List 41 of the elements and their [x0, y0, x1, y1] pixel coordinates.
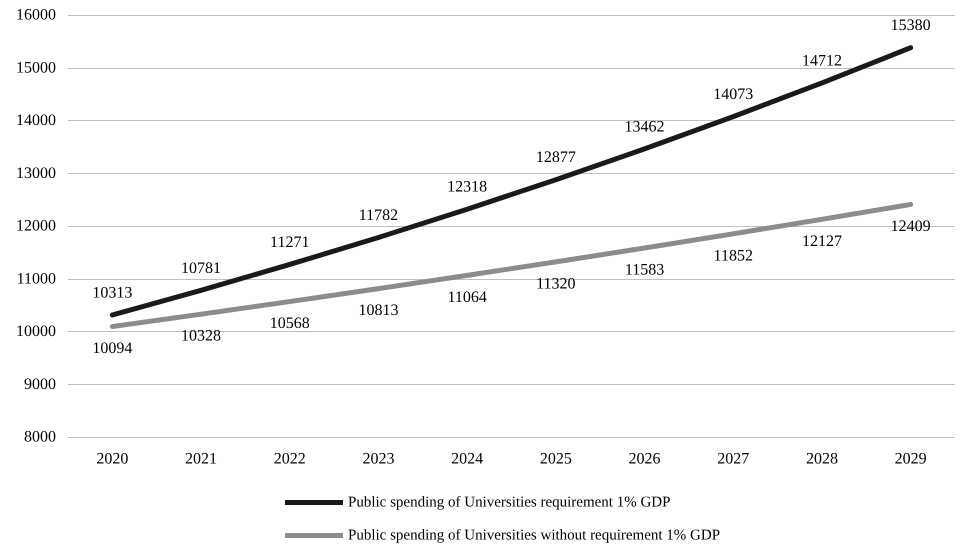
- data-label: 12877: [536, 149, 576, 166]
- x-tick-label: 2025: [540, 450, 572, 468]
- data-label: 12318: [447, 178, 488, 196]
- y-tick-label: 16000: [16, 6, 56, 24]
- data-label: 10568: [270, 315, 310, 332]
- data-label: 10781: [181, 260, 222, 277]
- legend-label: Public spending of Universities requirement 1% GDP: [348, 494, 670, 510]
- x-tick-label: 2026: [628, 450, 661, 468]
- data-label: 12127: [802, 232, 842, 250]
- data-label: 11064: [447, 288, 487, 306]
- x-tick-label: 2024: [451, 450, 484, 468]
- x-tick-label: 2020: [96, 450, 128, 468]
- data-label: 14073: [713, 86, 754, 104]
- x-tick-label: 2022: [274, 450, 306, 468]
- data-label: 13462: [624, 118, 665, 136]
- legend-label: Public spending of Universities without requirement 1% GDP: [348, 528, 720, 544]
- x-tick-label: 2021: [185, 450, 218, 468]
- data-label: 15380: [890, 17, 931, 34]
- y-tick-label: 14000: [16, 112, 56, 129]
- data-label: 11782: [358, 207, 398, 224]
- x-tick-label: 2023: [362, 450, 394, 468]
- y-tick-label: 15000: [16, 59, 56, 76]
- data-label: 10328: [181, 328, 222, 345]
- y-tick-label: 12000: [16, 218, 56, 234]
- x-tick-label: 2028: [806, 450, 838, 468]
- data-label: 12409: [890, 218, 931, 235]
- data-label: 11852: [714, 247, 753, 264]
- y-tick-label: 8000: [24, 428, 56, 446]
- data-label: 11320: [536, 275, 576, 292]
- y-tick-label: 9000: [24, 376, 56, 393]
- data-label: 10313: [92, 284, 132, 302]
- x-tick-label: 2029: [894, 450, 927, 468]
- y-tick-label: 10000: [16, 323, 56, 340]
- data-label: 14712: [802, 52, 842, 70]
- data-label: 11583: [624, 261, 664, 278]
- y-tick-label: 13000: [16, 164, 56, 182]
- data-label: 10813: [358, 302, 398, 320]
- data-label: 11271: [270, 234, 310, 251]
- data-label: 10094: [92, 340, 132, 358]
- x-tick-label: 2027: [717, 450, 750, 468]
- y-tick-label: 11000: [16, 270, 56, 288]
